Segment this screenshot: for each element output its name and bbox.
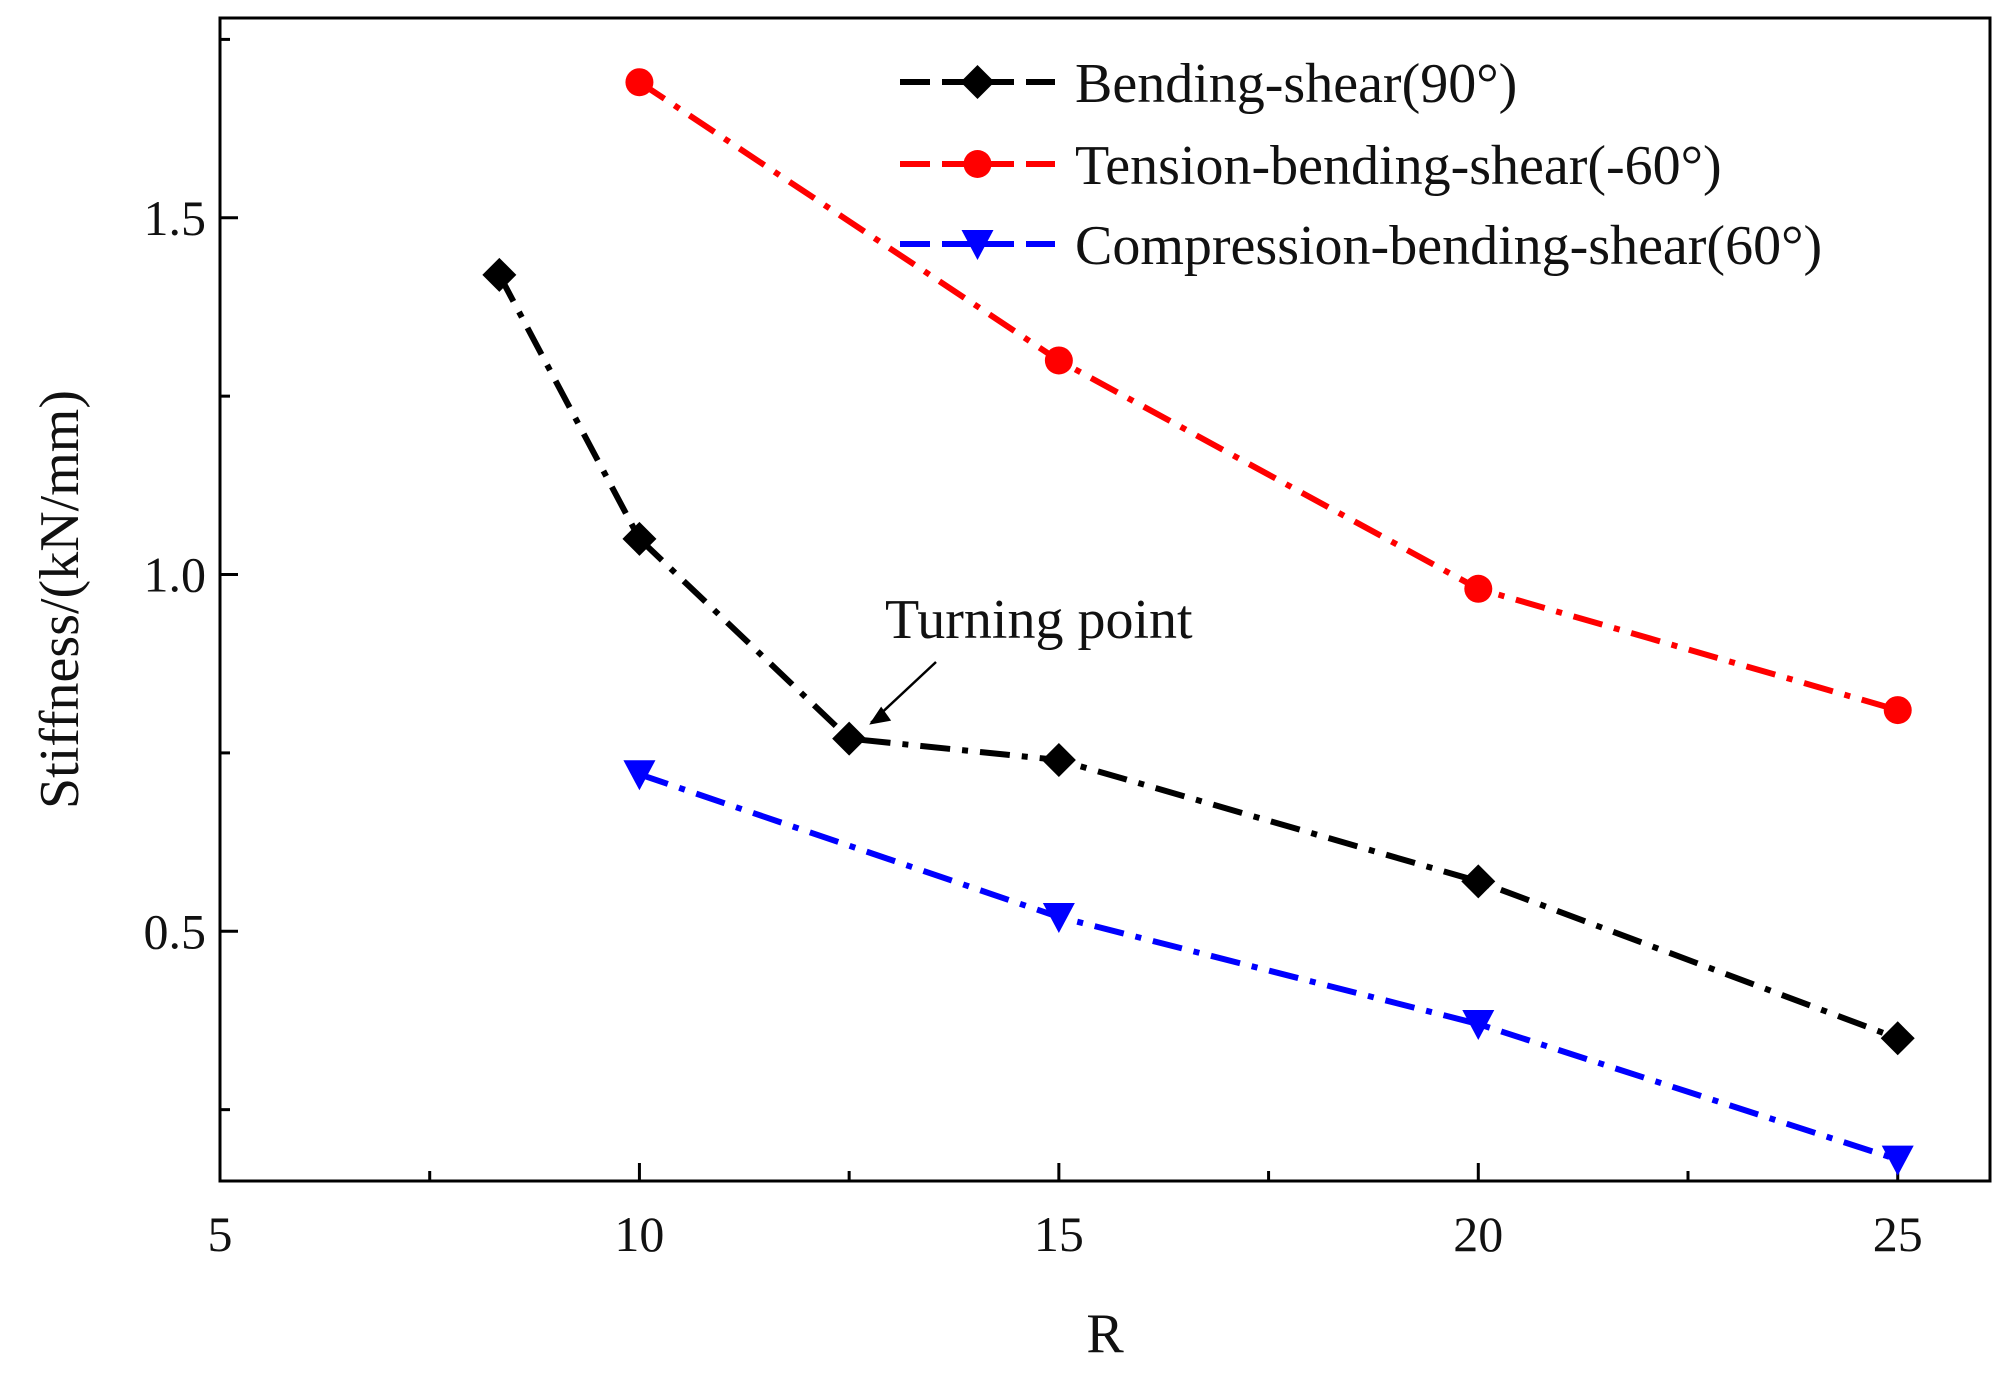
- x-axis-title: R: [1086, 1303, 1124, 1365]
- data-point-series-3: [1462, 1010, 1495, 1041]
- legend-marker-1: [960, 65, 995, 99]
- data-point-series-3: [1881, 1145, 1914, 1176]
- x-tick-label: 20: [1453, 1206, 1503, 1262]
- y-axis-title: Stiffness/(kN/mm): [29, 390, 91, 809]
- data-point-series-1: [622, 521, 657, 556]
- series-line-2: [637, 79, 1899, 713]
- data-point-series-2: [625, 68, 654, 97]
- legend-marker-2: [963, 150, 992, 178]
- data-point-series-2: [1883, 696, 1912, 725]
- y-tick-label: 0.5: [144, 903, 207, 959]
- x-tick-label: 5: [208, 1206, 233, 1262]
- x-tick-label: 25: [1873, 1206, 1923, 1262]
- data-point-series-3: [623, 760, 656, 791]
- series-line-1: [496, 273, 1899, 1042]
- y-tick-label: 1.5: [144, 190, 207, 246]
- data-point-series-1: [832, 721, 867, 756]
- legend-marker-3: [961, 230, 994, 260]
- x-tick-label: 15: [1034, 1206, 1084, 1262]
- legend-label-3: Compression-bending-shear(60°): [1075, 215, 1822, 277]
- data-point-series-2: [1044, 346, 1073, 375]
- y-tick-label: 1.0: [144, 547, 207, 603]
- data-point-series-1: [482, 257, 517, 292]
- legend-label-1: Bending-shear(90°): [1075, 53, 1517, 115]
- annotation-turning-point: Turning point: [885, 589, 1193, 651]
- data-point-series-3: [1042, 903, 1075, 934]
- data-point-series-1: [1461, 864, 1496, 899]
- data-point-series-2: [1464, 574, 1493, 603]
- plot-frame: [218, 16, 1992, 1183]
- data-point-series-1: [1880, 1021, 1915, 1056]
- x-tick-label: 10: [614, 1206, 664, 1262]
- legend-label-2: Tension-bending-shear(-60°): [1075, 135, 1722, 197]
- data-point-series-1: [1041, 743, 1076, 778]
- annotation-arrow-head: [869, 706, 892, 725]
- series-line-3: [638, 771, 1899, 1163]
